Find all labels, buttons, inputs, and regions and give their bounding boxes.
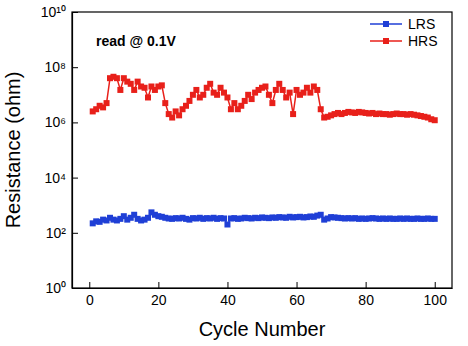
data-point [186, 98, 192, 104]
x-tick-label: 80 [358, 292, 374, 308]
data-point [224, 94, 230, 100]
data-point [117, 87, 123, 93]
x-tick-label: 100 [424, 292, 448, 308]
data-point [314, 87, 320, 93]
data-area [90, 74, 438, 228]
x-tick-label: 20 [151, 292, 167, 308]
data-point [221, 215, 227, 221]
y-tick-mark [72, 67, 78, 68]
legend-label: HRS [408, 33, 438, 49]
data-point [200, 92, 206, 98]
x-tick-mark [435, 282, 436, 288]
legend-marker [383, 21, 389, 27]
data-point [276, 81, 282, 87]
data-point [114, 75, 120, 81]
plot-frame [72, 12, 452, 288]
x-axis-line [73, 288, 453, 289]
data-point [169, 115, 175, 121]
data-point [266, 92, 272, 98]
data-point [318, 106, 324, 112]
legend: LRSHRS [370, 16, 438, 49]
y-tick-label: 10² [46, 225, 67, 241]
x-tick-mark [89, 282, 90, 288]
chart: 0 20 40 60 80 100 10⁰ 10² 10⁴ 10⁶ 10⁸ 10¹⁰ read @ 0.… [0, 0, 468, 346]
data-point [176, 112, 182, 118]
x-tick-mark [297, 282, 298, 288]
y-axis-line [72, 13, 73, 289]
x-tick-label: 0 [86, 292, 94, 308]
data-point [145, 215, 151, 221]
data-point [214, 92, 220, 98]
x-tick-mark [366, 282, 367, 288]
data-point [131, 87, 137, 93]
data-point [142, 85, 148, 91]
data-point [145, 94, 151, 100]
x-tick-mark [227, 282, 228, 288]
data-point [249, 96, 255, 102]
data-point [287, 90, 293, 96]
y-axis: 10⁰ 10² 10⁴ 10⁶ 10⁸ 10¹⁰ [41, 4, 78, 296]
data-point [224, 221, 230, 227]
x-axis: 0 20 40 60 80 100 [73, 282, 453, 308]
data-point [228, 106, 234, 112]
y-tick-mark [72, 288, 78, 289]
y-tick: 10² [46, 225, 78, 241]
data-point [128, 81, 134, 87]
data-point [193, 87, 199, 93]
x-tick: 0 [86, 282, 94, 308]
y-tick: 10⁴ [44, 170, 78, 186]
x-tick-label: 40 [220, 292, 236, 308]
data-point [242, 98, 248, 104]
x-axis-title: Cycle Number [199, 318, 326, 340]
x-tick: 40 [220, 282, 236, 308]
data-point [162, 100, 168, 106]
legend-label: LRS [408, 16, 435, 32]
y-tick-label: 10⁴ [44, 170, 66, 186]
y-tick-mark [72, 233, 78, 234]
data-point [307, 90, 313, 96]
y-tick: 10⁰ [45, 280, 78, 296]
y-tick-mark [72, 12, 78, 13]
data-point [262, 83, 268, 89]
data-point [159, 82, 165, 88]
data-point [104, 100, 110, 106]
series-line [93, 212, 435, 224]
legend-item: HRS [370, 33, 438, 49]
data-point [269, 100, 275, 106]
y-tick-mark [72, 178, 78, 179]
x-tick: 20 [151, 282, 167, 308]
data-point [290, 111, 296, 117]
legend-item: LRS [370, 16, 435, 32]
y-tick: 10¹⁰ [41, 4, 78, 20]
series-line [93, 77, 435, 120]
y-tick-mark [72, 122, 78, 123]
y-tick: 10⁸ [45, 59, 78, 75]
y-tick-label: 10⁶ [45, 114, 66, 130]
legend-marker [383, 38, 389, 44]
plot: 0 20 40 60 80 100 10⁰ 10² 10⁴ 10⁶ 10⁸ 10¹⁰ read @ 0.… [41, 4, 453, 308]
y-tick-label: 10⁸ [45, 59, 67, 75]
data-point [280, 87, 286, 93]
x-tick: 60 [289, 282, 305, 308]
y-tick: 10⁶ [45, 114, 78, 130]
data-point [207, 81, 213, 87]
data-point [231, 100, 237, 106]
x-tick: 100 [424, 282, 448, 308]
annotation: read @ 0.1V [96, 33, 176, 49]
data-point [432, 117, 438, 123]
y-tick-label: 10¹⁰ [41, 4, 66, 20]
y-tick-label: 10⁰ [45, 280, 66, 296]
x-tick-mark [158, 282, 159, 288]
x-tick-label: 60 [289, 292, 305, 308]
x-tick: 80 [358, 282, 374, 308]
data-point [432, 216, 438, 222]
y-axis-title: Resistance (ohm) [2, 72, 24, 229]
data-point [273, 87, 279, 93]
